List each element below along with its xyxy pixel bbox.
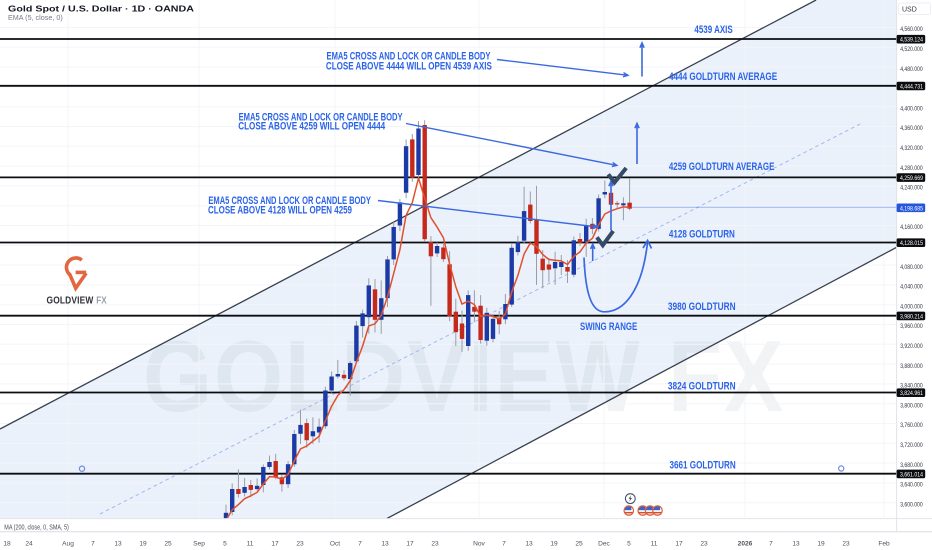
svg-text:19: 19 [817,540,825,547]
svg-text:3,920.000: 3,920.000 [900,343,923,350]
svg-text:3980 GOLDTURN: 3980 GOLDTURN [668,301,736,313]
svg-text:4128 GOLDTURN: 4128 GOLDTURN [669,228,735,240]
svg-text:5: 5 [223,540,227,547]
svg-text:3,980.214: 3,980.214 [900,313,923,320]
svg-text:4,520.000: 4,520.000 [900,46,923,53]
svg-text:MA (200, close, 0, SMA, 5): MA (200, close, 0, SMA, 5) [4,524,69,531]
svg-text:3,760.000: 3,760.000 [900,422,923,429]
svg-text:CLOSE ABOVE 4128 WILL OPEN 425: CLOSE ABOVE 4128 WILL OPEN 4259 [208,205,352,217]
svg-text:4,128.015: 4,128.015 [900,240,923,247]
svg-text:Gold Spot / U.S. Dollar · 1D ·: Gold Spot / U.S. Dollar · 1D · OANDA [8,3,194,13]
svg-text:19: 19 [550,540,558,547]
svg-text:7: 7 [358,540,362,547]
svg-text:Aug: Aug [62,540,74,547]
svg-text:3,600.000: 3,600.000 [900,501,923,508]
svg-text:19: 19 [139,540,147,547]
svg-text:4,360.000: 4,360.000 [900,125,923,132]
svg-text:24: 24 [25,540,33,547]
svg-text:4539 AXIS: 4539 AXIS [694,24,733,36]
svg-text:17: 17 [675,540,683,547]
svg-text:4,444.731: 4,444.731 [900,84,923,91]
svg-text:4,240.000: 4,240.000 [900,185,923,192]
svg-text:13: 13 [525,540,533,547]
svg-text:Sep: Sep [193,540,205,547]
svg-text:3824 GOLDTURN: 3824 GOLDTURN [668,380,736,392]
svg-text:5: 5 [627,540,631,547]
svg-text:2026: 2026 [738,540,753,547]
svg-text:7: 7 [91,540,95,547]
svg-text:25: 25 [575,540,583,547]
svg-text:4,160.000: 4,160.000 [900,224,923,231]
svg-text:4,480.000: 4,480.000 [900,66,923,73]
svg-text:3,880.000: 3,880.000 [900,363,923,370]
svg-text:18: 18 [3,540,11,547]
svg-text:4,080.000: 4,080.000 [900,264,923,271]
svg-text:3,824.961: 3,824.961 [900,390,923,397]
svg-text:3,800.000: 3,800.000 [900,402,923,409]
svg-text:4444 GOLDTURN AVERAGE: 4444 GOLDTURN AVERAGE [669,71,778,83]
svg-text:4,539.124: 4,539.124 [900,37,923,44]
svg-text:CLOSE ABOVE 4444 WILL OPEN 453: CLOSE ABOVE 4444 WILL OPEN 4539 AXIS [326,61,492,73]
svg-text:23: 23 [842,540,850,547]
svg-text:4259 GOLDTURN AVERAGE: 4259 GOLDTURN AVERAGE [669,161,775,173]
svg-text:3,840.000: 3,840.000 [900,383,923,390]
svg-text:Dec: Dec [598,540,610,547]
svg-text:4,560.000: 4,560.000 [900,26,923,33]
svg-text:EMA5 CROSS AND LOCK OR CANDLE: EMA5 CROSS AND LOCK OR CANDLE BODY [327,50,491,62]
svg-text:3,661.014: 3,661.014 [900,471,923,478]
svg-text:EMA (5, close, 0): EMA (5, close, 0) [8,13,63,22]
svg-text:4,259.669: 4,259.669 [900,175,923,182]
svg-text:USD: USD [902,6,917,13]
svg-text:11: 11 [651,540,658,547]
svg-text:13: 13 [114,540,122,547]
svg-text:EMA5 CROSS AND LOCK OR CANDLE: EMA5 CROSS AND LOCK OR CANDLE BODY [239,111,403,123]
svg-text:3661 GOLDTURN: 3661 GOLDTURN [670,460,736,472]
svg-text:4,198.685: 4,198.685 [900,205,923,212]
svg-text:17: 17 [271,540,279,547]
svg-text:4,000.000: 4,000.000 [900,303,923,310]
svg-text:13: 13 [381,540,389,547]
svg-text:GOLDVIEW FX: GOLDVIEW FX [143,321,785,433]
svg-text:CLOSE ABOVE 4259 WILL OPEN 444: CLOSE ABOVE 4259 WILL OPEN 4444 [238,121,386,133]
svg-text:4,320.000: 4,320.000 [900,145,923,152]
svg-text:4,280.000: 4,280.000 [900,165,923,172]
svg-text:Nov: Nov [473,540,485,547]
svg-text:3,640.000: 3,640.000 [900,482,923,489]
svg-text:4,400.000: 4,400.000 [900,105,923,112]
svg-text:3,680.000: 3,680.000 [900,462,923,469]
svg-text:4,040.000: 4,040.000 [900,284,923,291]
svg-text:25: 25 [164,540,172,547]
svg-text:EMA5 CROSS AND LOCK OR CANDLE: EMA5 CROSS AND LOCK OR CANDLE BODY [208,195,371,207]
svg-text:23: 23 [296,540,304,547]
svg-text:SWING RANGE: SWING RANGE [580,321,638,333]
svg-text:7: 7 [502,540,506,547]
svg-text:GOLDVIEW: GOLDVIEW [47,296,94,307]
svg-text:3,720.000: 3,720.000 [900,442,923,449]
svg-text:23: 23 [700,540,708,547]
svg-text:13: 13 [792,540,800,547]
svg-text:3,960.000: 3,960.000 [900,323,923,330]
svg-text:17: 17 [406,540,414,547]
svg-text:Oct: Oct [330,540,340,547]
svg-text:11: 11 [247,540,254,547]
svg-text:Feb: Feb [878,540,890,547]
svg-text:23: 23 [431,540,439,547]
svg-text:FX: FX [96,296,107,307]
svg-text:7: 7 [769,540,773,547]
